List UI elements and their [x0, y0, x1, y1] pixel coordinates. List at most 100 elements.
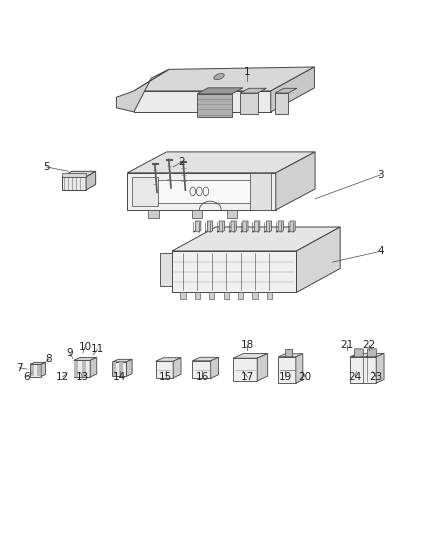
Polygon shape: [135, 180, 257, 203]
Text: 7: 7: [16, 363, 23, 373]
Polygon shape: [62, 173, 86, 177]
Text: 4: 4: [377, 246, 384, 256]
Polygon shape: [211, 357, 219, 378]
Polygon shape: [113, 362, 127, 376]
Polygon shape: [127, 359, 132, 376]
Polygon shape: [74, 358, 97, 360]
Polygon shape: [117, 69, 169, 112]
Ellipse shape: [214, 74, 224, 79]
Polygon shape: [82, 361, 85, 376]
Polygon shape: [192, 210, 202, 218]
Polygon shape: [113, 359, 132, 362]
Text: 9: 9: [67, 348, 73, 358]
Polygon shape: [172, 251, 297, 293]
Text: 8: 8: [46, 354, 52, 364]
Polygon shape: [350, 357, 376, 383]
Polygon shape: [127, 152, 315, 173]
Polygon shape: [30, 364, 41, 376]
Polygon shape: [229, 221, 236, 232]
Polygon shape: [267, 293, 272, 300]
Text: 6: 6: [24, 372, 30, 382]
Text: 10: 10: [78, 342, 92, 352]
Polygon shape: [365, 349, 376, 357]
Polygon shape: [192, 357, 219, 361]
Polygon shape: [197, 94, 232, 117]
Text: 24: 24: [349, 372, 362, 382]
Text: 23: 23: [370, 372, 383, 382]
Text: 21: 21: [340, 340, 353, 350]
Polygon shape: [74, 360, 90, 377]
Polygon shape: [41, 362, 46, 376]
Text: 22: 22: [362, 340, 375, 350]
Polygon shape: [194, 221, 201, 232]
Polygon shape: [132, 177, 158, 206]
Polygon shape: [62, 171, 95, 177]
Text: 12: 12: [56, 372, 69, 382]
Polygon shape: [134, 91, 271, 112]
Polygon shape: [74, 361, 78, 376]
Polygon shape: [62, 177, 86, 190]
Polygon shape: [276, 221, 283, 232]
Text: 19: 19: [279, 372, 292, 382]
Polygon shape: [90, 358, 97, 377]
Polygon shape: [180, 293, 186, 300]
Polygon shape: [113, 362, 117, 376]
Text: 16: 16: [196, 372, 209, 382]
Polygon shape: [134, 67, 314, 91]
Polygon shape: [173, 358, 181, 378]
Polygon shape: [238, 293, 243, 300]
Text: 1: 1: [244, 67, 251, 77]
Polygon shape: [297, 227, 340, 293]
Polygon shape: [155, 361, 173, 378]
Polygon shape: [240, 88, 266, 93]
Polygon shape: [275, 88, 297, 93]
Polygon shape: [160, 253, 172, 286]
Polygon shape: [172, 227, 340, 251]
Polygon shape: [252, 221, 260, 232]
Text: 5: 5: [43, 162, 50, 172]
Text: 20: 20: [298, 372, 311, 382]
Polygon shape: [240, 221, 248, 232]
Polygon shape: [233, 353, 268, 358]
Text: 17: 17: [241, 372, 254, 382]
Polygon shape: [296, 354, 303, 383]
Polygon shape: [257, 353, 268, 381]
Polygon shape: [276, 152, 315, 210]
Polygon shape: [217, 221, 224, 232]
Polygon shape: [223, 293, 229, 300]
Polygon shape: [197, 88, 243, 94]
Polygon shape: [86, 171, 95, 190]
Polygon shape: [227, 210, 237, 218]
Polygon shape: [155, 358, 181, 361]
Text: 11: 11: [91, 344, 104, 354]
Polygon shape: [279, 357, 296, 383]
Polygon shape: [209, 293, 215, 300]
Polygon shape: [240, 93, 258, 114]
Polygon shape: [120, 362, 123, 376]
Polygon shape: [271, 67, 314, 112]
Text: 3: 3: [377, 170, 384, 180]
Polygon shape: [376, 353, 384, 383]
Polygon shape: [252, 293, 258, 300]
Polygon shape: [279, 354, 303, 357]
Polygon shape: [264, 221, 272, 232]
Polygon shape: [233, 358, 257, 381]
Polygon shape: [275, 93, 288, 114]
Polygon shape: [250, 173, 272, 210]
Polygon shape: [350, 353, 384, 357]
Polygon shape: [148, 210, 159, 218]
Text: 14: 14: [113, 372, 127, 382]
Polygon shape: [127, 173, 276, 210]
Text: 13: 13: [76, 372, 89, 382]
Polygon shape: [30, 362, 46, 364]
Polygon shape: [288, 221, 295, 232]
Polygon shape: [352, 349, 363, 357]
Polygon shape: [205, 221, 213, 232]
Text: 18: 18: [241, 340, 254, 350]
Polygon shape: [195, 293, 200, 300]
Text: 2: 2: [179, 157, 185, 167]
Text: 15: 15: [159, 372, 173, 382]
Polygon shape: [37, 365, 40, 376]
Polygon shape: [284, 350, 293, 357]
Polygon shape: [192, 361, 211, 378]
